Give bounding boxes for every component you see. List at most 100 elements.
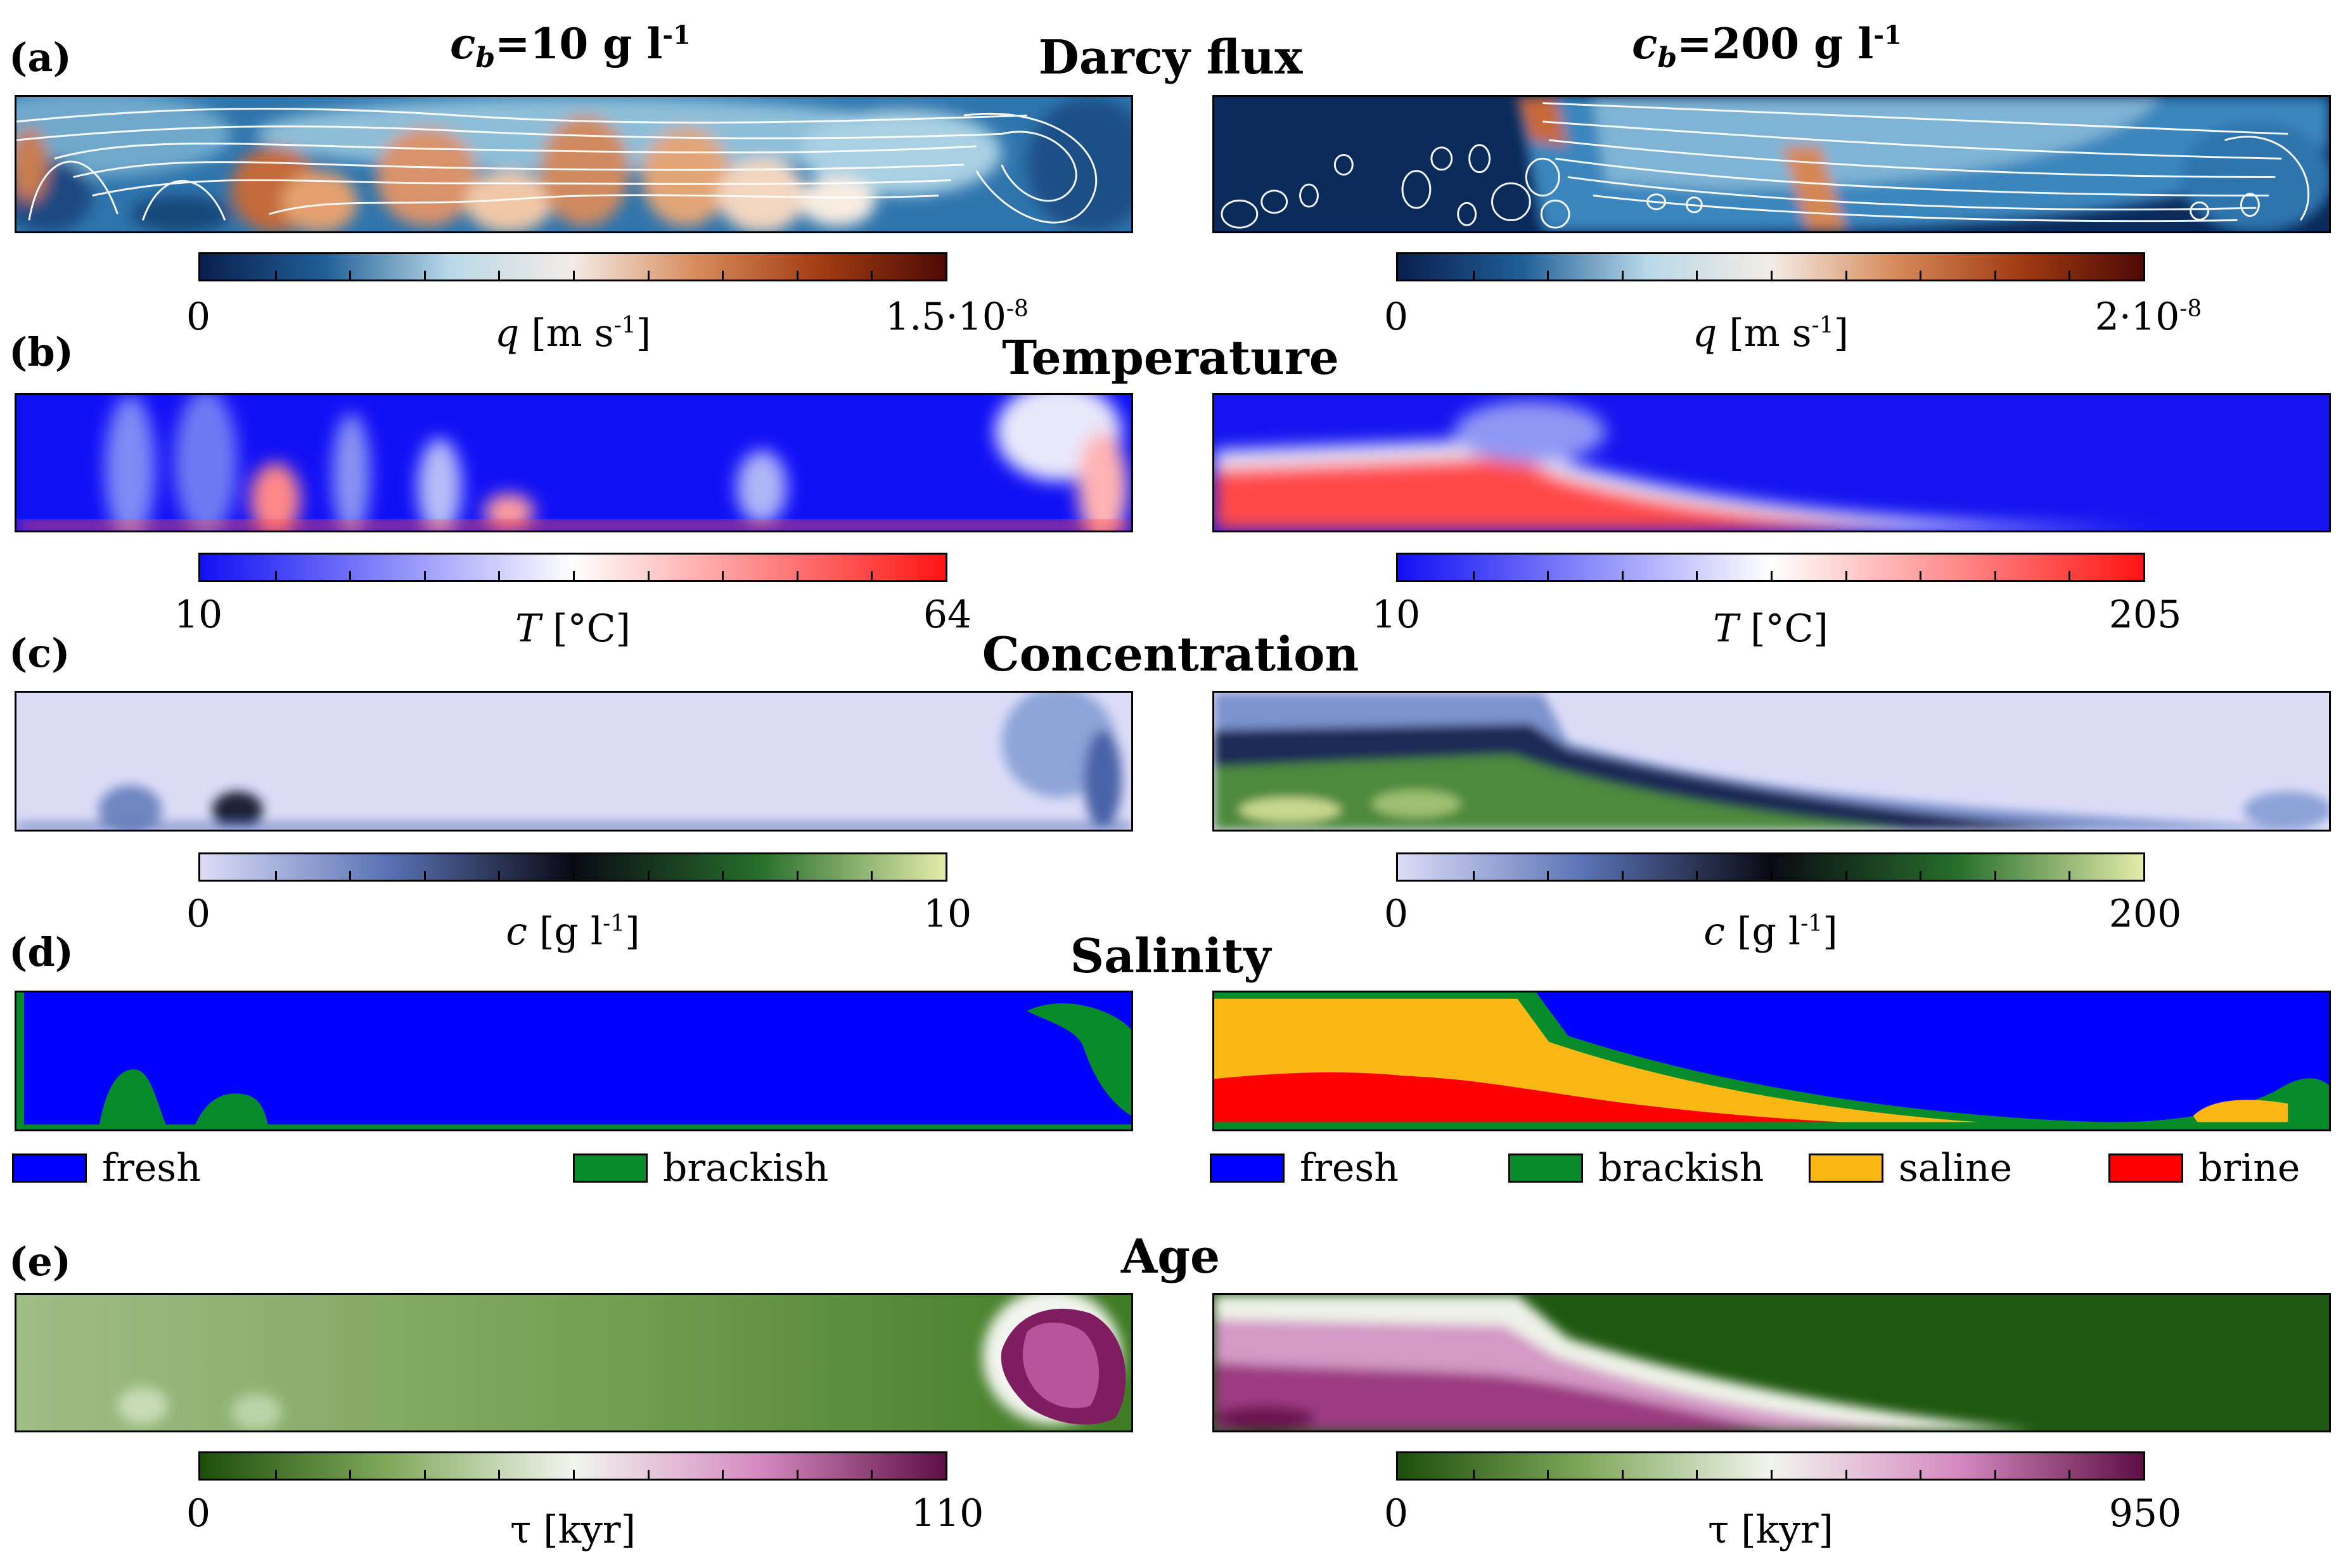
colorbar-tick — [2068, 1470, 2071, 1479]
colorbar-tick — [871, 271, 873, 280]
colorbar-tick — [647, 1470, 650, 1479]
legend-right-brine: brine — [2108, 1149, 2300, 1187]
colorbar-tick — [1696, 271, 1698, 280]
colorbar-tick — [498, 271, 501, 280]
colorbar-tick — [274, 871, 277, 880]
colorbar-tick — [423, 571, 426, 580]
colorbar-tick — [1920, 871, 1922, 880]
title-temperature: Temperature — [1002, 331, 1339, 385]
colorbar-tick — [1920, 571, 1922, 580]
colorbar-tick — [1845, 1470, 1847, 1479]
colorbar-tick — [1920, 1470, 1922, 1479]
colorbar-tick — [1547, 571, 1549, 580]
field-salinity-left — [15, 991, 1133, 1131]
field-concentration-right — [1212, 691, 2331, 832]
colorbar-tau-right — [1396, 1451, 2145, 1481]
panel-letter-d: (d) — [9, 929, 74, 975]
field-salinity-right — [1212, 991, 2331, 1131]
colorbar-tick — [1621, 271, 1624, 280]
colorbar-tick — [1547, 271, 1549, 280]
colorbar-tick — [796, 1470, 799, 1479]
title-concentration: Concentration — [982, 627, 1359, 682]
field-darcy-flux-left — [15, 95, 1133, 233]
legend-right-fresh: fresh — [1210, 1149, 1399, 1187]
colorbar-tick — [1696, 1470, 1698, 1479]
colorbar-tick — [1994, 871, 1996, 880]
colorbar-tick — [1621, 871, 1624, 880]
colorbar-tick — [1547, 871, 1549, 880]
colorbar-tick — [274, 571, 277, 580]
colorbar-tick — [423, 271, 426, 280]
colorbar-tick — [349, 571, 352, 580]
colorbar-tick — [349, 1470, 352, 1479]
colorbar-tick — [349, 271, 352, 280]
panel-letter-b: (b) — [9, 329, 74, 375]
colorbar-c-right-max: 200 — [2108, 892, 2182, 936]
colorbar-tick — [498, 1470, 501, 1479]
field-age-right — [1212, 1293, 2331, 1432]
panel-letter-a: (a) — [9, 34, 72, 80]
colorbar-tick — [498, 571, 501, 580]
colorbar-c-left-min: 0 — [186, 892, 211, 936]
colorbar-tick — [871, 871, 873, 880]
colorbar-tick — [647, 871, 650, 880]
colorbar-c-right-min: 0 — [1383, 892, 1409, 936]
colorbar-tick — [722, 271, 724, 280]
colorbar-q-left-label: q [m s-1] — [494, 311, 651, 356]
colorbar-q-left-min: 0 — [186, 295, 211, 339]
field-temperature-right — [1212, 393, 2331, 532]
legend-left-fresh: fresh — [12, 1149, 201, 1187]
colorbar-tick — [1771, 1470, 1773, 1479]
colorbar-tick — [274, 271, 277, 280]
colorbar-tick — [1621, 571, 1624, 580]
legend-left-brackish: brackish — [573, 1149, 828, 1187]
field-concentration-left — [15, 691, 1133, 832]
colorbar-tau-left-label: τ [kyr] — [510, 1508, 636, 1552]
colorbar-tick — [647, 571, 650, 580]
colorbar-q-right-max: 2·10-8 — [2094, 295, 2202, 339]
colorbar-tick — [796, 571, 799, 580]
colorbar-T-right-max: 205 — [2108, 593, 2182, 637]
legend-right-saline: saline — [1809, 1149, 2012, 1187]
colorbar-tick — [1472, 571, 1475, 580]
colorbar-c-left-max: 10 — [923, 892, 972, 936]
panel-letter-e: (e) — [9, 1238, 72, 1285]
colorbar-tick — [349, 871, 352, 880]
colorbar-tick — [647, 271, 650, 280]
colorbar-q-left — [198, 252, 947, 281]
colorbar-T-right-label: T [°C] — [1713, 607, 1828, 651]
colorbar-tick — [1920, 271, 1922, 280]
colorbar-T-left — [198, 553, 947, 582]
colorbar-tick — [1845, 871, 1847, 880]
legend-swatch-brine — [2108, 1154, 2183, 1183]
colorbar-tick — [573, 271, 575, 280]
colorbar-tick — [722, 1470, 724, 1479]
colorbar-T-left-label: T [°C] — [515, 607, 631, 651]
colorbar-tick — [1994, 1470, 1996, 1479]
colorbar-tick — [871, 1470, 873, 1479]
colorbar-c-left-label: c [g l-1] — [506, 909, 640, 954]
colorbar-tau-right-min: 0 — [1383, 1491, 1409, 1536]
colorbar-tick — [423, 871, 426, 880]
field-darcy-flux-right — [1212, 95, 2331, 233]
colorbar-tick — [871, 571, 873, 580]
colorbar-tick — [274, 1470, 277, 1479]
colorbar-tick — [573, 571, 575, 580]
field-age-left — [15, 1293, 1133, 1432]
field-temperature-left — [15, 393, 1133, 532]
colorbar-tick — [1994, 571, 1996, 580]
colorbar-tau-left-max: 110 — [911, 1491, 984, 1536]
colorbar-tick — [1547, 1470, 1549, 1479]
colorbar-tick — [796, 271, 799, 280]
colorbar-tau-right-label: τ [kyr] — [1707, 1508, 1834, 1552]
colorbar-tick — [2068, 571, 2071, 580]
colorbar-tick — [1472, 871, 1475, 880]
title-salinity: Salinity — [1070, 929, 1271, 984]
colorbar-c-left — [198, 852, 947, 882]
colorbar-tick — [722, 871, 724, 880]
colorbar-tau-left-min: 0 — [186, 1491, 211, 1536]
colorbar-tick — [722, 571, 724, 580]
column-title-right: cb=200 g l-1 — [1632, 19, 1902, 75]
colorbar-T-right-min: 10 — [1371, 593, 1421, 637]
colorbar-T-right — [1396, 553, 2145, 582]
